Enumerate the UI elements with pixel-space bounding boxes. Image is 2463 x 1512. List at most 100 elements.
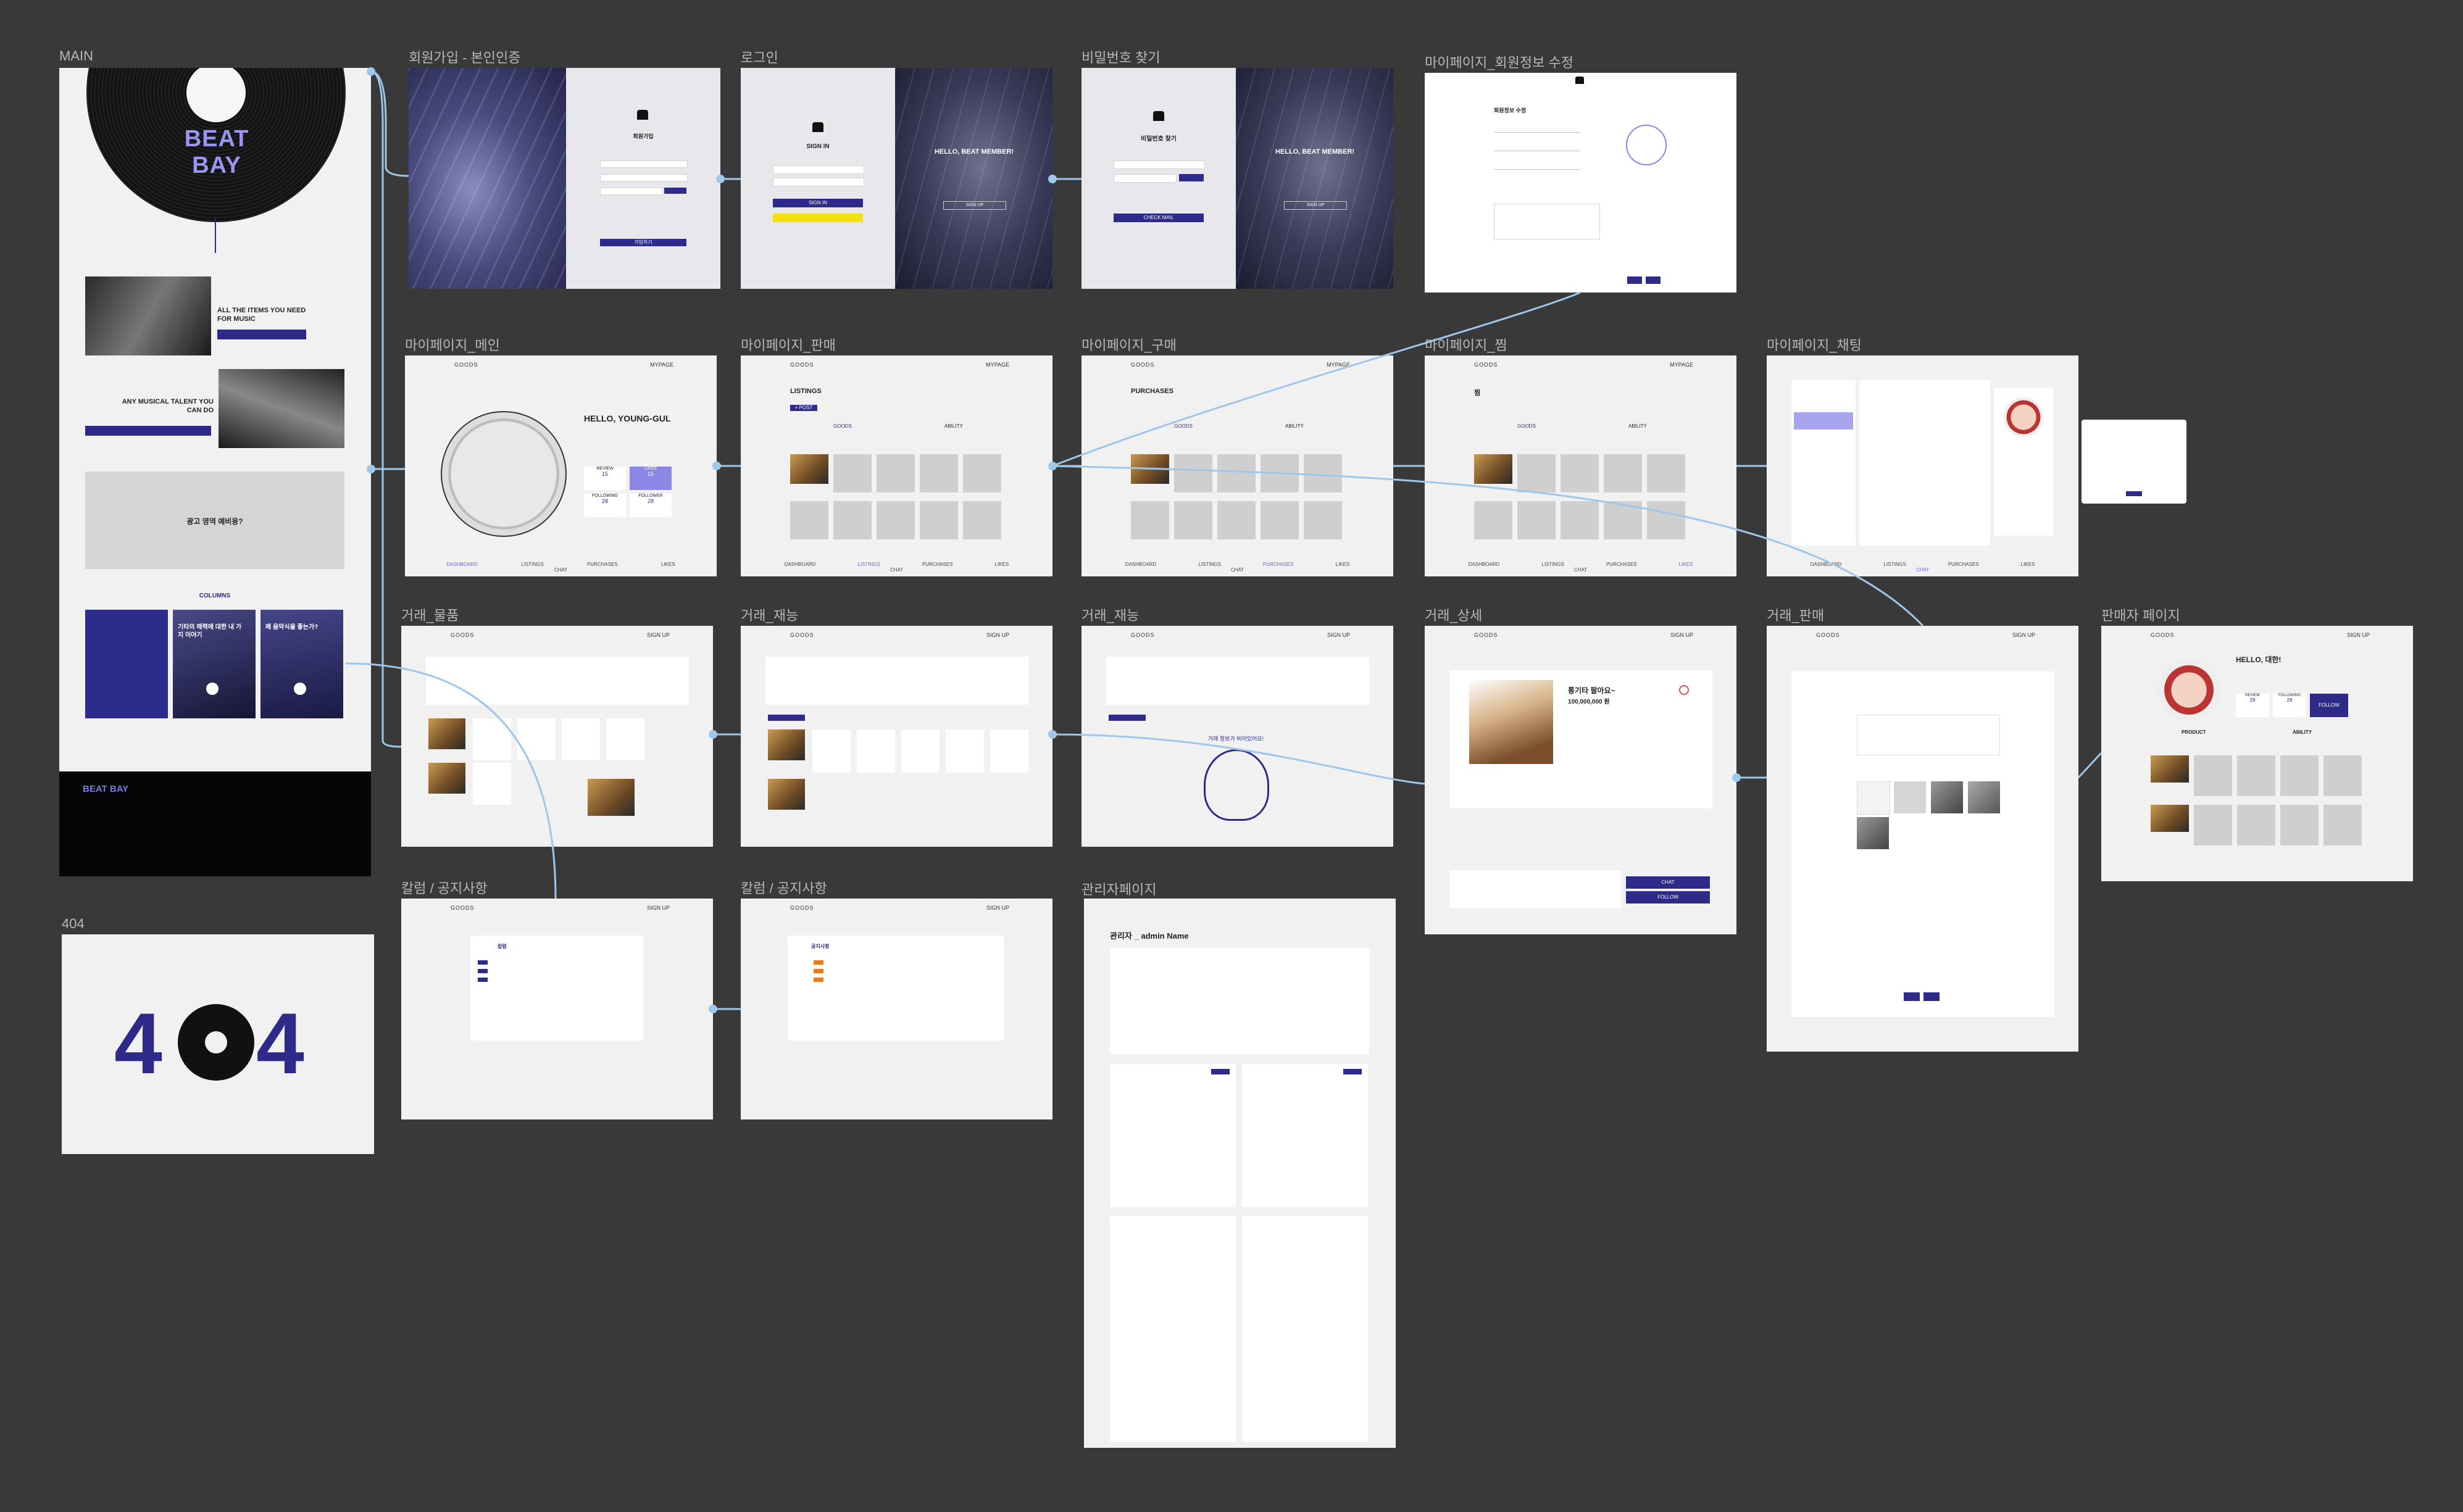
like-nav-goods[interactable]: GOODS bbox=[1474, 362, 1498, 368]
tab-chat[interactable]: CHAT bbox=[554, 567, 568, 573]
talent2-nav-signup[interactable]: SIGN UP bbox=[1327, 632, 1350, 638]
mymain-profile-avatar[interactable] bbox=[441, 411, 567, 537]
talent1-item-image-2[interactable] bbox=[768, 779, 805, 810]
talent1-nav-signup[interactable]: SIGN UP bbox=[986, 632, 1009, 638]
tab-dashboard[interactable]: DASHBOARD bbox=[446, 562, 478, 567]
tab-purchases[interactable]: PURCHASES bbox=[1948, 562, 1979, 567]
tsell-submit-button[interactable] bbox=[1904, 992, 1920, 1001]
likes-tab-goods[interactable]: GOODS bbox=[1517, 423, 1536, 429]
signup-id-input[interactable] bbox=[600, 160, 688, 168]
detail-nav-signup[interactable]: SIGN UP bbox=[1670, 632, 1693, 638]
purchase-item-image[interactable] bbox=[1131, 454, 1169, 484]
colB-tag[interactable] bbox=[814, 969, 823, 973]
login-kakao-button[interactable] bbox=[773, 214, 863, 222]
purchases-tab-goods[interactable]: GOODS bbox=[1174, 423, 1193, 429]
admin-table-action[interactable] bbox=[1211, 1069, 1230, 1074]
signup-submit-button[interactable]: 가입하기 bbox=[600, 239, 686, 246]
tab-listings[interactable]: LISTINGS bbox=[857, 562, 880, 567]
colB-nav-goods[interactable]: GOODS bbox=[790, 905, 814, 911]
tsell-cancel-button[interactable] bbox=[1923, 992, 1940, 1001]
signup-verify-button[interactable] bbox=[664, 188, 686, 194]
tab-chat[interactable]: CHAT bbox=[1230, 567, 1244, 573]
tab-purchases[interactable]: PURCHASES bbox=[586, 562, 618, 567]
purchases-tab-ability[interactable]: ABILITY bbox=[1285, 423, 1304, 429]
colA-nav-goods[interactable]: GOODS bbox=[451, 905, 475, 911]
sell-nav-goods[interactable]: GOODS bbox=[790, 362, 814, 368]
seller-item-image-2[interactable] bbox=[2151, 805, 2189, 832]
mymain-nav-goods[interactable]: GOODS bbox=[454, 362, 478, 368]
goods-item-image-3[interactable] bbox=[588, 779, 635, 816]
buy-nav-mypage[interactable]: MYPAGE bbox=[1327, 362, 1350, 368]
colB-nav-signup[interactable]: SIGN UP bbox=[986, 905, 1009, 911]
findpw-signup-button[interactable]: SIGN UP bbox=[1284, 201, 1347, 210]
tab-likes[interactable]: LIKES bbox=[1678, 562, 1693, 567]
tab-likes[interactable]: LIKES bbox=[1335, 562, 1350, 567]
signup-name-input[interactable] bbox=[600, 188, 663, 195]
seller-tab-ability[interactable]: ABILITY bbox=[2293, 729, 2312, 735]
column-arrow-icon-2[interactable] bbox=[294, 683, 306, 695]
talent-player-bar[interactable] bbox=[85, 426, 211, 436]
goods-nav-goods[interactable]: GOODS bbox=[451, 632, 475, 638]
login-signin-button[interactable]: SIGN IN bbox=[773, 199, 863, 207]
edit-intro-textarea[interactable] bbox=[1494, 204, 1600, 239]
tab-listings[interactable]: LISTINGS bbox=[1541, 562, 1564, 567]
colA-nav-signup[interactable]: SIGN UP bbox=[646, 905, 670, 911]
column-card-2[interactable] bbox=[173, 610, 256, 718]
colB-tag[interactable] bbox=[814, 960, 823, 965]
detail-product-image[interactable] bbox=[1469, 680, 1553, 764]
tab-likes[interactable]: LIKES bbox=[994, 562, 1009, 567]
tab-listings[interactable]: LISTINGS bbox=[521, 562, 544, 567]
login-pw-input[interactable] bbox=[773, 178, 864, 186]
tab-listings[interactable]: LISTINGS bbox=[1883, 562, 1906, 567]
tab-dashboard[interactable]: DASHBOARD bbox=[1810, 562, 1842, 567]
talent2-nav-goods[interactable]: GOODS bbox=[1131, 632, 1155, 638]
tab-dashboard[interactable]: DASHBOARD bbox=[784, 562, 816, 567]
mymain-nav-mypage[interactable]: MYPAGE bbox=[650, 362, 673, 368]
detail-follow-button[interactable]: FOLLOW bbox=[1626, 891, 1710, 903]
edit-profile-image[interactable] bbox=[1626, 125, 1667, 165]
tab-chat[interactable]: CHAT bbox=[1915, 567, 1930, 573]
seller-follow-button[interactable]: FOLLOW bbox=[2310, 694, 2348, 717]
column-card-3[interactable] bbox=[260, 610, 343, 718]
findpw-id-input[interactable] bbox=[1114, 160, 1205, 169]
seller-tab-product[interactable]: PRODUCT bbox=[2182, 729, 2206, 735]
edit-cancel-button[interactable] bbox=[1646, 276, 1661, 284]
like-item-image[interactable] bbox=[1474, 454, 1512, 484]
column-card-1[interactable] bbox=[85, 610, 168, 718]
findpw-email-input[interactable] bbox=[1114, 174, 1177, 183]
column-arrow-icon[interactable] bbox=[206, 683, 219, 695]
tab-chat[interactable]: CHAT bbox=[890, 567, 904, 573]
items-player-bar[interactable] bbox=[217, 330, 306, 339]
tab-purchases[interactable]: PURCHASES bbox=[922, 562, 953, 567]
sell-nav-mypage[interactable]: MYPAGE bbox=[986, 362, 1009, 368]
like-nav-mypage[interactable]: MYPAGE bbox=[1670, 362, 1693, 368]
listings-post-button[interactable]: + POST bbox=[790, 405, 817, 411]
edit-save-button[interactable] bbox=[1627, 276, 1642, 284]
findpw-check-button[interactable]: CHECK MAIL bbox=[1114, 214, 1204, 222]
findpw-send-button[interactable] bbox=[1179, 174, 1204, 181]
tab-likes[interactable]: LIKES bbox=[2020, 562, 2035, 567]
listings-tab-ability[interactable]: ABILITY bbox=[944, 423, 963, 429]
talent1-nav-goods[interactable]: GOODS bbox=[790, 632, 814, 638]
colA-tag[interactable] bbox=[478, 960, 488, 965]
detail-chat-button[interactable]: CHAT bbox=[1626, 876, 1710, 889]
colB-tag[interactable] bbox=[814, 978, 823, 982]
listing-item-image[interactable] bbox=[790, 454, 828, 484]
detail-heart-icon[interactable] bbox=[1679, 685, 1689, 695]
login-id-input[interactable] bbox=[773, 165, 864, 174]
seller-item-image[interactable] bbox=[2151, 755, 2189, 783]
tsell-upload-slot[interactable] bbox=[1857, 781, 1890, 815]
talent1-item-image[interactable] bbox=[768, 729, 805, 760]
chat-list-item-active[interactable] bbox=[1794, 412, 1853, 430]
tsell-remove-icon[interactable] bbox=[1894, 781, 1926, 813]
seller-nav-signup[interactable]: SIGN UP bbox=[2346, 632, 2370, 638]
tab-likes[interactable]: LIKES bbox=[661, 562, 675, 567]
admin-table-action[interactable] bbox=[1343, 1069, 1362, 1074]
tab-listings[interactable]: LISTINGS bbox=[1198, 562, 1221, 567]
goods-item-image[interactable] bbox=[428, 718, 465, 749]
popup-confirm-button[interactable] bbox=[2126, 491, 2142, 496]
login-signup-button[interactable]: SIGN UP bbox=[943, 201, 1006, 210]
signup-pw-input[interactable] bbox=[600, 174, 688, 181]
talent1-post-button[interactable] bbox=[768, 715, 805, 721]
goods-nav-signup[interactable]: SIGN UP bbox=[646, 632, 670, 638]
